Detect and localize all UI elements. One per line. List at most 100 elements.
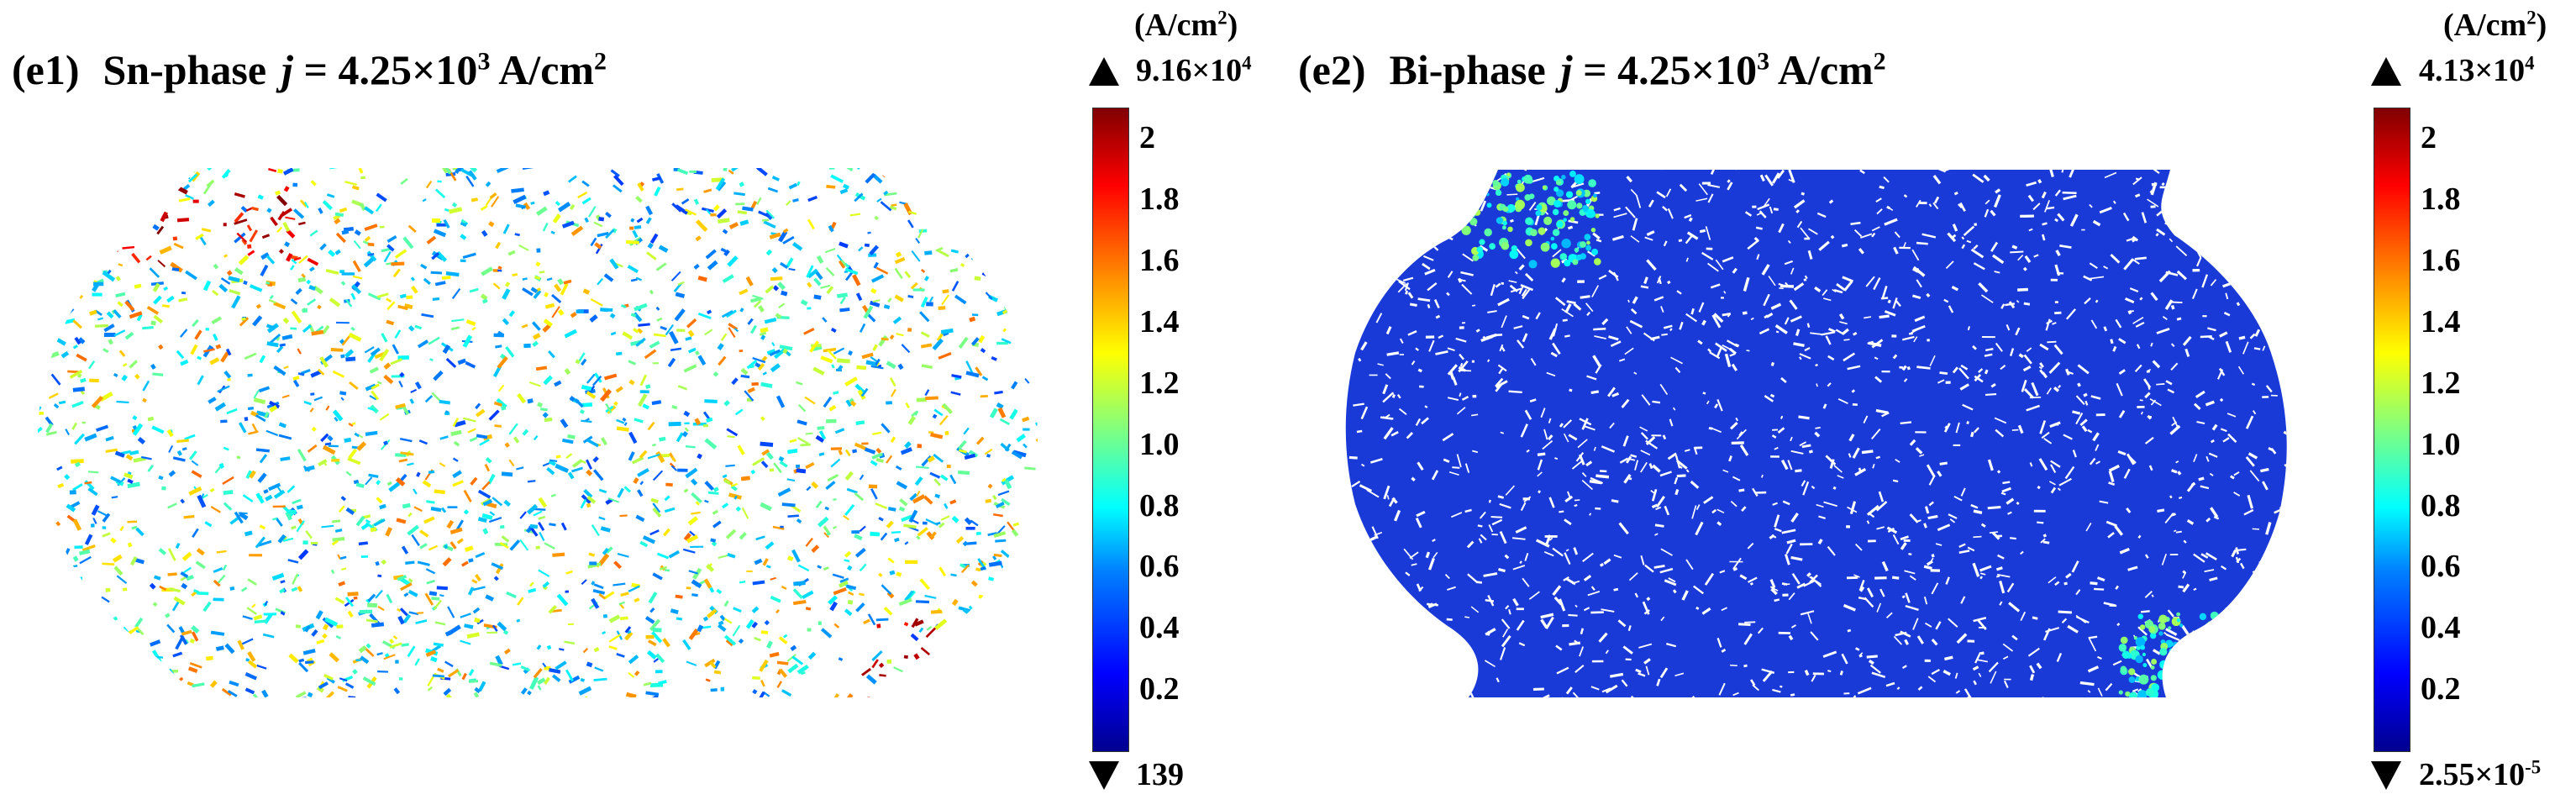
field-hotspot [1489,243,1496,250]
field-fragment [534,508,546,511]
field-fragment [255,303,261,309]
field-crack [2048,576,2057,584]
field-crack [2118,369,2126,376]
field-fragment [522,429,529,436]
field-fragment [904,541,909,545]
field-crack [1972,665,1979,671]
field-fragment [533,289,542,299]
field-crack [1996,534,2002,538]
field-fragment [580,677,586,682]
field-fragment [497,269,502,272]
field-fragment [607,405,617,414]
field-crack [1901,595,1906,599]
field-fragment [317,304,322,310]
field-crack [1852,447,1860,459]
field-fragment [284,241,291,248]
field-crack [2200,485,2210,490]
field-fragment [851,530,860,534]
field-fragment [758,305,765,313]
field-crack [2195,390,2205,398]
field-crack [1715,342,1727,352]
field-fragment [285,252,293,262]
field-hotspot [2190,634,2195,639]
field-fragment [975,531,981,536]
field-fragment [560,522,567,531]
field-fragment [1015,300,1022,307]
field-fragment [854,442,867,451]
field-fragment [994,277,1001,281]
field-crack [1744,621,1756,623]
field-fragment [875,502,888,509]
field-fragment [548,605,557,614]
field-fragment [322,633,328,639]
field-fragment [440,507,447,513]
field-fragment [90,240,102,254]
field-crack [1795,329,1801,336]
field-fragment [108,694,114,697]
field-crack [1554,297,1566,307]
j-value: 4.25×10 [1617,46,1758,93]
field-crack [1479,511,1486,519]
field-crack [1798,415,1810,420]
field-crack [1626,176,1633,183]
field-hotspot [2179,623,2184,628]
field-fragment [495,655,503,666]
field-hotspot [2189,640,2196,648]
field-fragment [773,348,786,360]
field-crack [1581,472,1587,477]
field-fragment [633,670,640,676]
field-crack [1928,203,1932,208]
field-crack [1452,376,1458,386]
field-fragment [429,358,434,361]
field-crack [1317,597,1324,605]
field-fragment [105,448,118,454]
field-crack [1416,583,1422,592]
field-fragment [110,537,117,544]
field-fragment [847,565,853,571]
field-fragment [781,689,792,697]
field-crack [2253,701,2262,706]
field-fragment [263,488,269,494]
field-fragment [612,184,623,193]
field-crack [1707,348,1712,353]
field-fragment [59,581,66,590]
field-hotspot [2195,668,2200,673]
field-fragment [602,631,607,635]
field-fragment [543,375,553,386]
field-hotspot [2214,671,2224,681]
field-crack [1699,229,1706,234]
field-crack [2169,238,2174,243]
field-crack [1607,387,1616,397]
field-fragment [765,451,774,460]
field-crack [1904,570,1916,575]
field-crack [1688,217,1693,222]
field-crack [2137,626,2148,636]
field-fragment [226,408,238,415]
field-fragment [629,226,634,230]
field-fragment [190,344,198,355]
field-fragment [127,542,133,548]
field-fragment [950,391,961,396]
field-fragment [142,380,150,392]
field-fragment [866,313,876,323]
field-fragment [338,505,345,513]
field-crack [1355,220,1363,227]
field-fragment [752,580,765,586]
field-fragment [649,340,660,349]
field-crack [1319,345,1322,350]
field-fragment [828,404,837,412]
field-fragment [628,431,638,444]
field-fragment [1005,622,1017,634]
field-crack [2311,588,2316,592]
field-fragment [321,324,330,335]
field-crack [2169,656,2177,665]
field-fragment [742,206,754,212]
field-fragment [84,189,91,197]
field-fragment [172,456,186,462]
field-crack [1369,458,1383,464]
field-crack [1967,639,1975,643]
field-crack [1695,521,1704,536]
field-fragment [697,312,712,320]
field-crack [1822,289,1828,297]
field-fragment [951,598,959,607]
